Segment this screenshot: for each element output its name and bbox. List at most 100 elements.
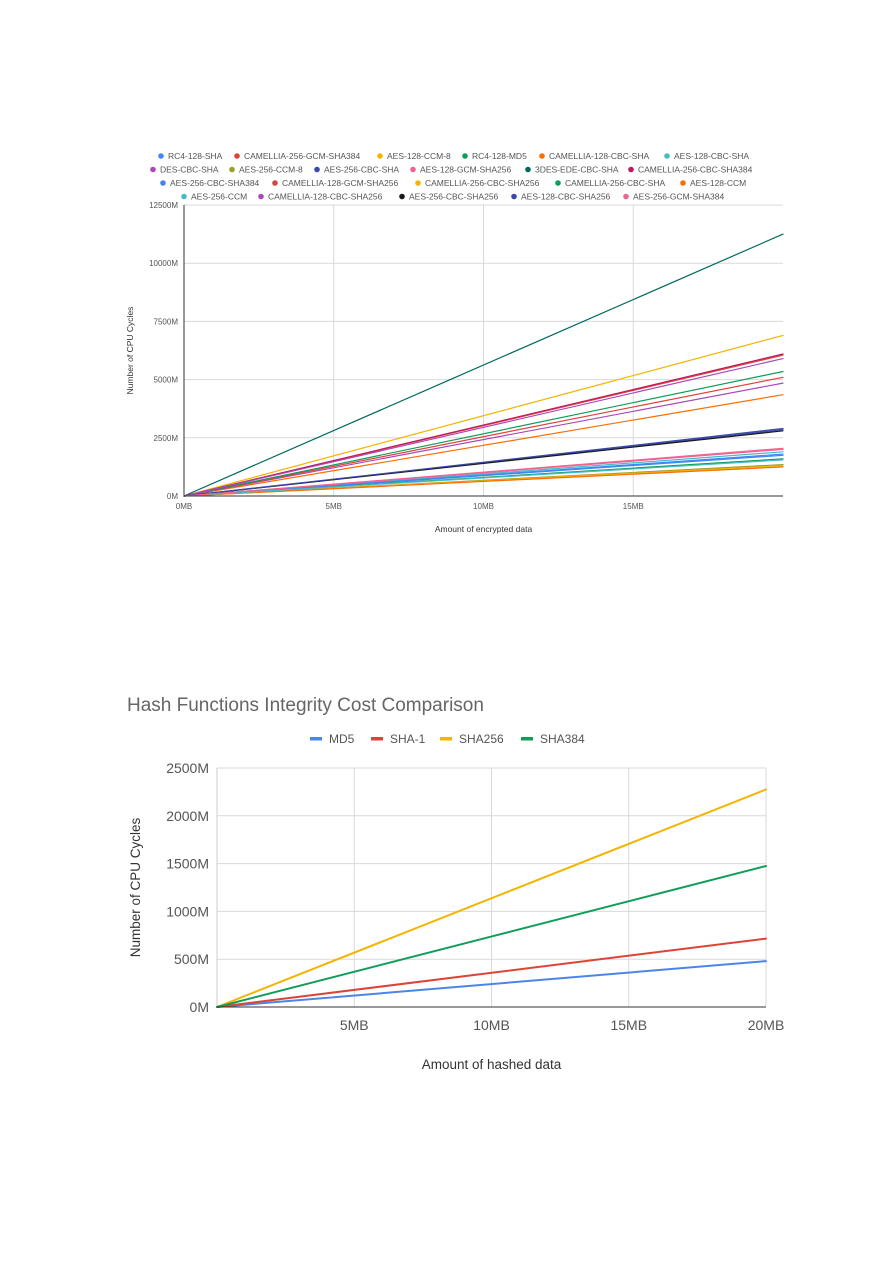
legend-marker-3des-ede-cbc-sha [525, 166, 531, 173]
series-line-md5 [216, 960, 767, 1008]
legend-marker-sha-1 [371, 737, 383, 741]
legend-marker-md5 [310, 737, 322, 741]
y-tick-label: 1000M [166, 903, 209, 919]
legend-marker-camellia-128-cbc-sha256 [258, 193, 264, 200]
x-axis-title: Amount of encrypted data [435, 524, 533, 534]
chart-legend: RC4-128-SHA CAMELLIA-256-GCM-SHA384 AES-12… [150, 151, 753, 202]
legend-label-rc4-128-sha: RC4-128-SHA [168, 151, 223, 161]
gridlines [184, 204, 783, 497]
legend-label-aes-128-cbc-sha256: AES-128-CBC-SHA256 [521, 192, 611, 202]
legend-label-camellia-256-cbc-sha384: CAMELLIA-256-CBC-SHA384 [638, 165, 753, 175]
series-line-sha-1 [216, 937, 767, 1008]
legend-label-aes-256-cbc-sha: AES-256-CBC-SHA [324, 165, 399, 175]
legend-label-aes-128-cbc-sha: AES-128-CBC-SHA [674, 151, 749, 161]
y-tick-label: 500M [174, 951, 209, 967]
legend-marker-aes-128-cbc-sha256 [511, 193, 517, 200]
series-line-aes-128-ccm [183, 466, 784, 497]
x-axis-title: Amount of hashed data [422, 1057, 562, 1072]
legend-label-camellia-128-cbc-sha: CAMELLIA-128-CBC-SHA [549, 151, 649, 161]
x-tick-label: 10MB [473, 1017, 510, 1033]
y-tick-label: 0M [190, 999, 209, 1015]
legend-marker-aes-128-cbc-sha [664, 153, 670, 159]
legend-label-aes-128-ccm: AES-128-CCM [690, 178, 746, 188]
legend-marker-aes-256-cbc-sha [314, 166, 320, 173]
legend-marker-camellia-256-gcm-sha384 [234, 153, 240, 159]
x-tick-label: 15MB [623, 502, 644, 511]
y-tick-label: 7500M [154, 317, 179, 326]
y-tick-label: 1500M [166, 856, 209, 872]
legend-marker-camellia-128-gcm-sha256 [272, 180, 278, 186]
series-line-camellia-128-cbc-sha [183, 394, 784, 497]
legend-label-aes-256-cbc-sha384: AES-256-CBC-SHA384 [170, 178, 260, 188]
y-tick-label: 5000M [154, 376, 179, 385]
legend-label-aes-256-cbc-sha256: AES-256-CBC-SHA256 [409, 192, 499, 202]
legend-label-camellia-256-cbc-sha: CAMELLIA-256-CBC-SHA [565, 178, 665, 188]
legend-marker-aes-256-cbc-sha256 [399, 193, 405, 200]
chart-title: Hash Functions Integrity Cost Comparison [127, 695, 484, 716]
y-tick-label: 0M [167, 492, 178, 501]
x-tick-label: 0MB [176, 502, 192, 511]
series-lines [216, 788, 767, 1008]
legend-label-aes-128-ccm-8: AES-128-CCM-8 [387, 151, 451, 161]
x-tick-label: 20MB [748, 1017, 785, 1033]
series-line-3des-ede-cbc-sha [183, 233, 784, 497]
chart-legend: MD5 SHA-1 SHA256 SHA384 [310, 732, 585, 746]
y-tick-label: 10000M [149, 259, 178, 268]
hash-cost-chart: Hash Functions Integrity Cost Comparison… [127, 695, 785, 1072]
y-tick-label: 2500M [154, 434, 179, 443]
legend-label-sha256: SHA256 [459, 732, 504, 746]
legend-marker-aes-256-cbc-sha384 [160, 180, 166, 186]
legend-marker-aes-128-gcm-sha256 [410, 166, 416, 173]
legend-marker-aes-128-ccm-8 [377, 153, 383, 159]
series-line-sha256 [216, 788, 767, 1008]
legend-marker-camellia-256-cbc-sha [555, 180, 561, 186]
legend-label-camellia-128-gcm-sha256: CAMELLIA-128-GCM-SHA256 [282, 178, 398, 188]
legend-marker-aes-256-ccm [181, 193, 187, 200]
legend-label-aes-256-gcm-sha384: AES-256-GCM-SHA384 [633, 192, 724, 202]
legend-label-des-cbc-sha: DES-CBC-SHA [160, 165, 219, 175]
legend-marker-des-cbc-sha [150, 166, 156, 173]
legend-marker-camellia-256-cbc-sha384 [628, 166, 634, 173]
series-line-des-cbc-sha [183, 382, 784, 497]
y-tick-label: 2000M [166, 808, 209, 824]
legend-label-rc4-128-md5: RC4-128-MD5 [472, 151, 527, 161]
legend-label-aes-128-gcm-sha256: AES-128-GCM-SHA256 [420, 165, 511, 175]
series-line-aes-256-cbc-sha384 [183, 453, 784, 497]
legend-marker-camellia-128-cbc-sha [539, 153, 545, 159]
legend-label-sha384: SHA384 [540, 732, 585, 746]
x-tick-label: 15MB [610, 1017, 647, 1033]
y-axis-title: Number of CPU Cycles [125, 307, 135, 395]
cipher-cpu-cycles-chart: RC4-128-SHA CAMELLIA-256-GCM-SHA384 AES-12… [125, 151, 784, 534]
series-line-aes-256-ccm [183, 459, 784, 497]
x-tick-label: 5MB [340, 1017, 369, 1033]
legend-label-camellia-128-cbc-sha256: CAMELLIA-128-CBC-SHA256 [268, 192, 383, 202]
series-line-camellia-256-cbc-sha [183, 370, 784, 497]
series-line-aes-128-cbc-sha256 [183, 427, 784, 497]
legend-label-aes-256-ccm: AES-256-CCM [191, 192, 247, 202]
legend-label-sha-1: SHA-1 [390, 732, 426, 746]
series-line-sha384 [216, 865, 767, 1008]
y-tick-label: 2500M [166, 760, 209, 776]
legend-marker-aes-256-ccm-8 [229, 166, 235, 173]
series-line-aes-128-ccm-8 [183, 334, 784, 497]
series-lines [183, 233, 784, 497]
y-axis-title: Number of CPU Cycles [128, 817, 143, 957]
legend-marker-aes-256-gcm-sha384 [623, 193, 629, 200]
legend-label-md5: MD5 [329, 732, 355, 746]
series-line-camellia-128-cbc-sha256 [183, 358, 784, 497]
series-line-camellia-128-gcm-sha256 [183, 376, 784, 497]
legend-label-aes-256-ccm-8: AES-256-CCM-8 [239, 165, 303, 175]
legend-marker-aes-128-ccm [680, 180, 686, 186]
series-line-aes-256-gcm-sha384 [183, 448, 784, 497]
legend-label-camellia-256-gcm-sha384: CAMELLIA-256-GCM-SHA384 [244, 151, 360, 161]
legend-marker-rc4-128-md5 [462, 153, 468, 159]
legend-marker-sha384 [521, 737, 533, 741]
legend-label-3des-ede-cbc-sha: 3DES-EDE-CBC-SHA [535, 165, 619, 175]
legend-marker-sha256 [440, 737, 452, 741]
series-line-camellia-256-cbc-sha384 [183, 353, 784, 497]
x-tick-label: 5MB [326, 502, 342, 511]
legend-label-camellia-256-cbc-sha256: CAMELLIA-256-CBC-SHA256 [425, 178, 540, 188]
legend-marker-rc4-128-sha [158, 153, 164, 159]
x-tick-label: 10MB [473, 502, 494, 511]
y-tick-label: 12500M [149, 201, 178, 210]
